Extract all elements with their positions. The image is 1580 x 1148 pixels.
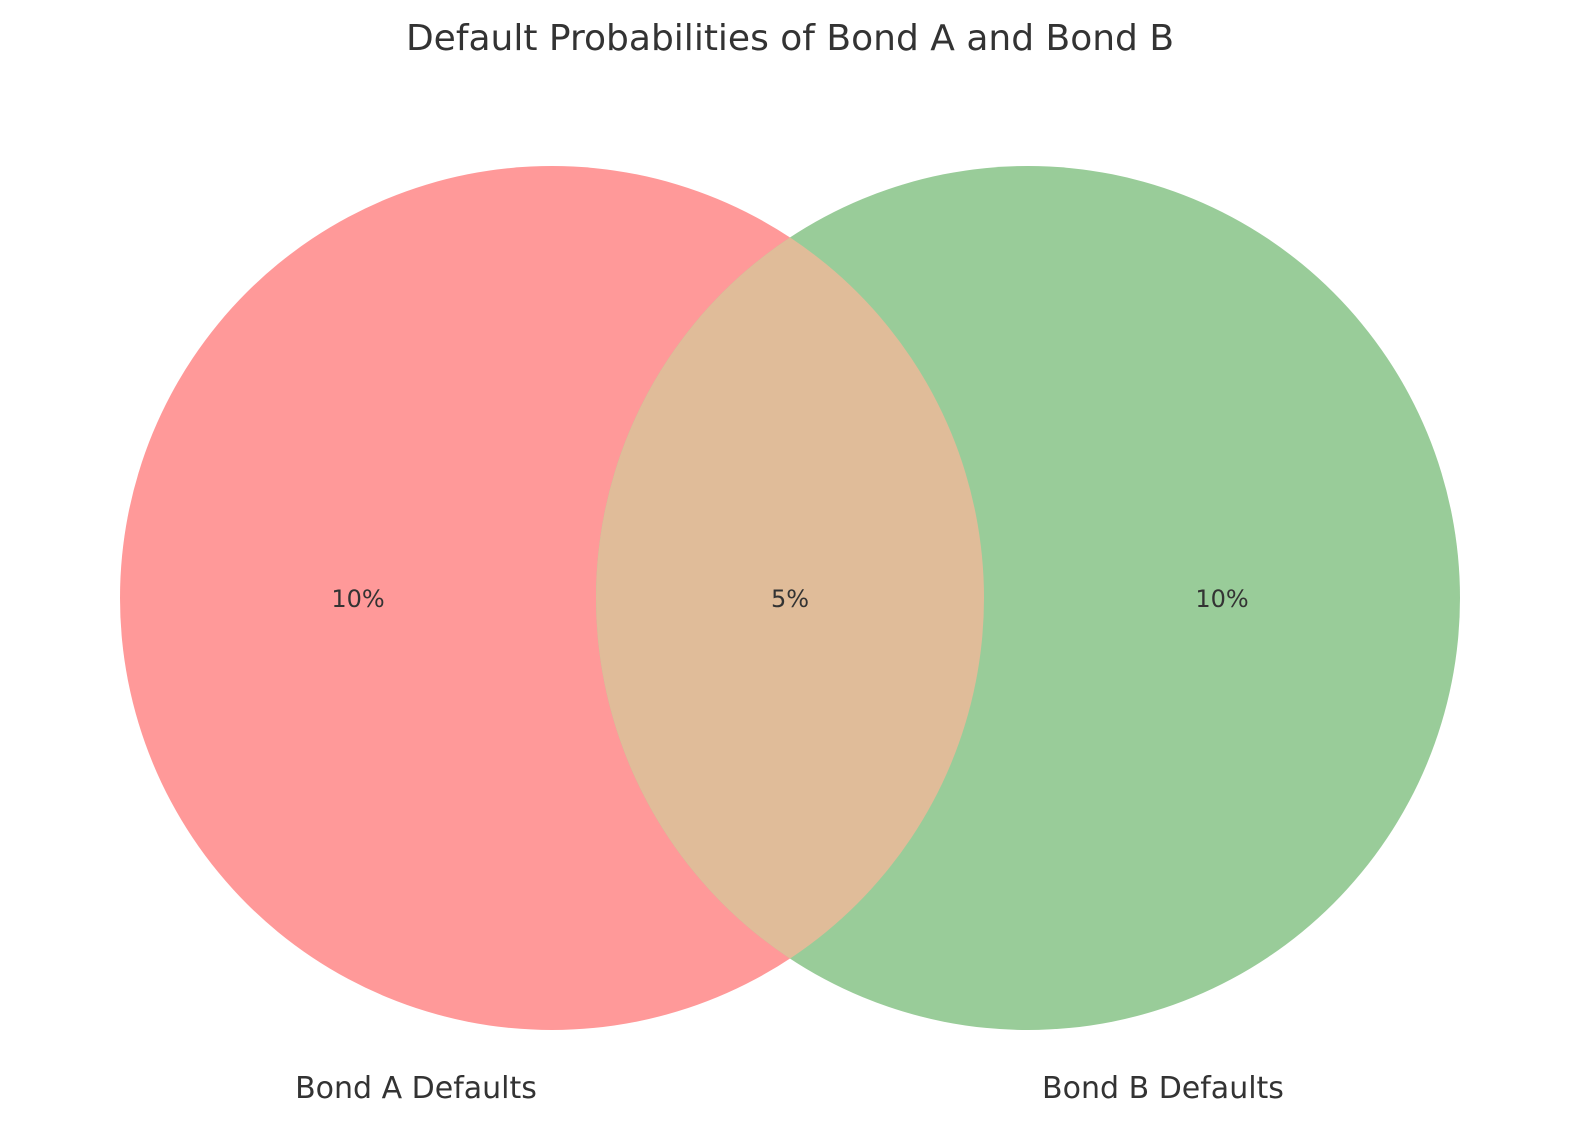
intersection-value: 5% — [771, 585, 809, 613]
bond-b-label: Bond B Defaults — [1042, 1071, 1284, 1106]
intersection-region — [596, 166, 984, 1030]
diagram-title: Default Probabilities of Bond A and Bond… — [406, 18, 1174, 59]
bond-b-only-value: 10% — [1195, 585, 1248, 613]
bond-a-only-value: 10% — [331, 585, 384, 613]
bond-a-label: Bond A Defaults — [295, 1071, 537, 1106]
